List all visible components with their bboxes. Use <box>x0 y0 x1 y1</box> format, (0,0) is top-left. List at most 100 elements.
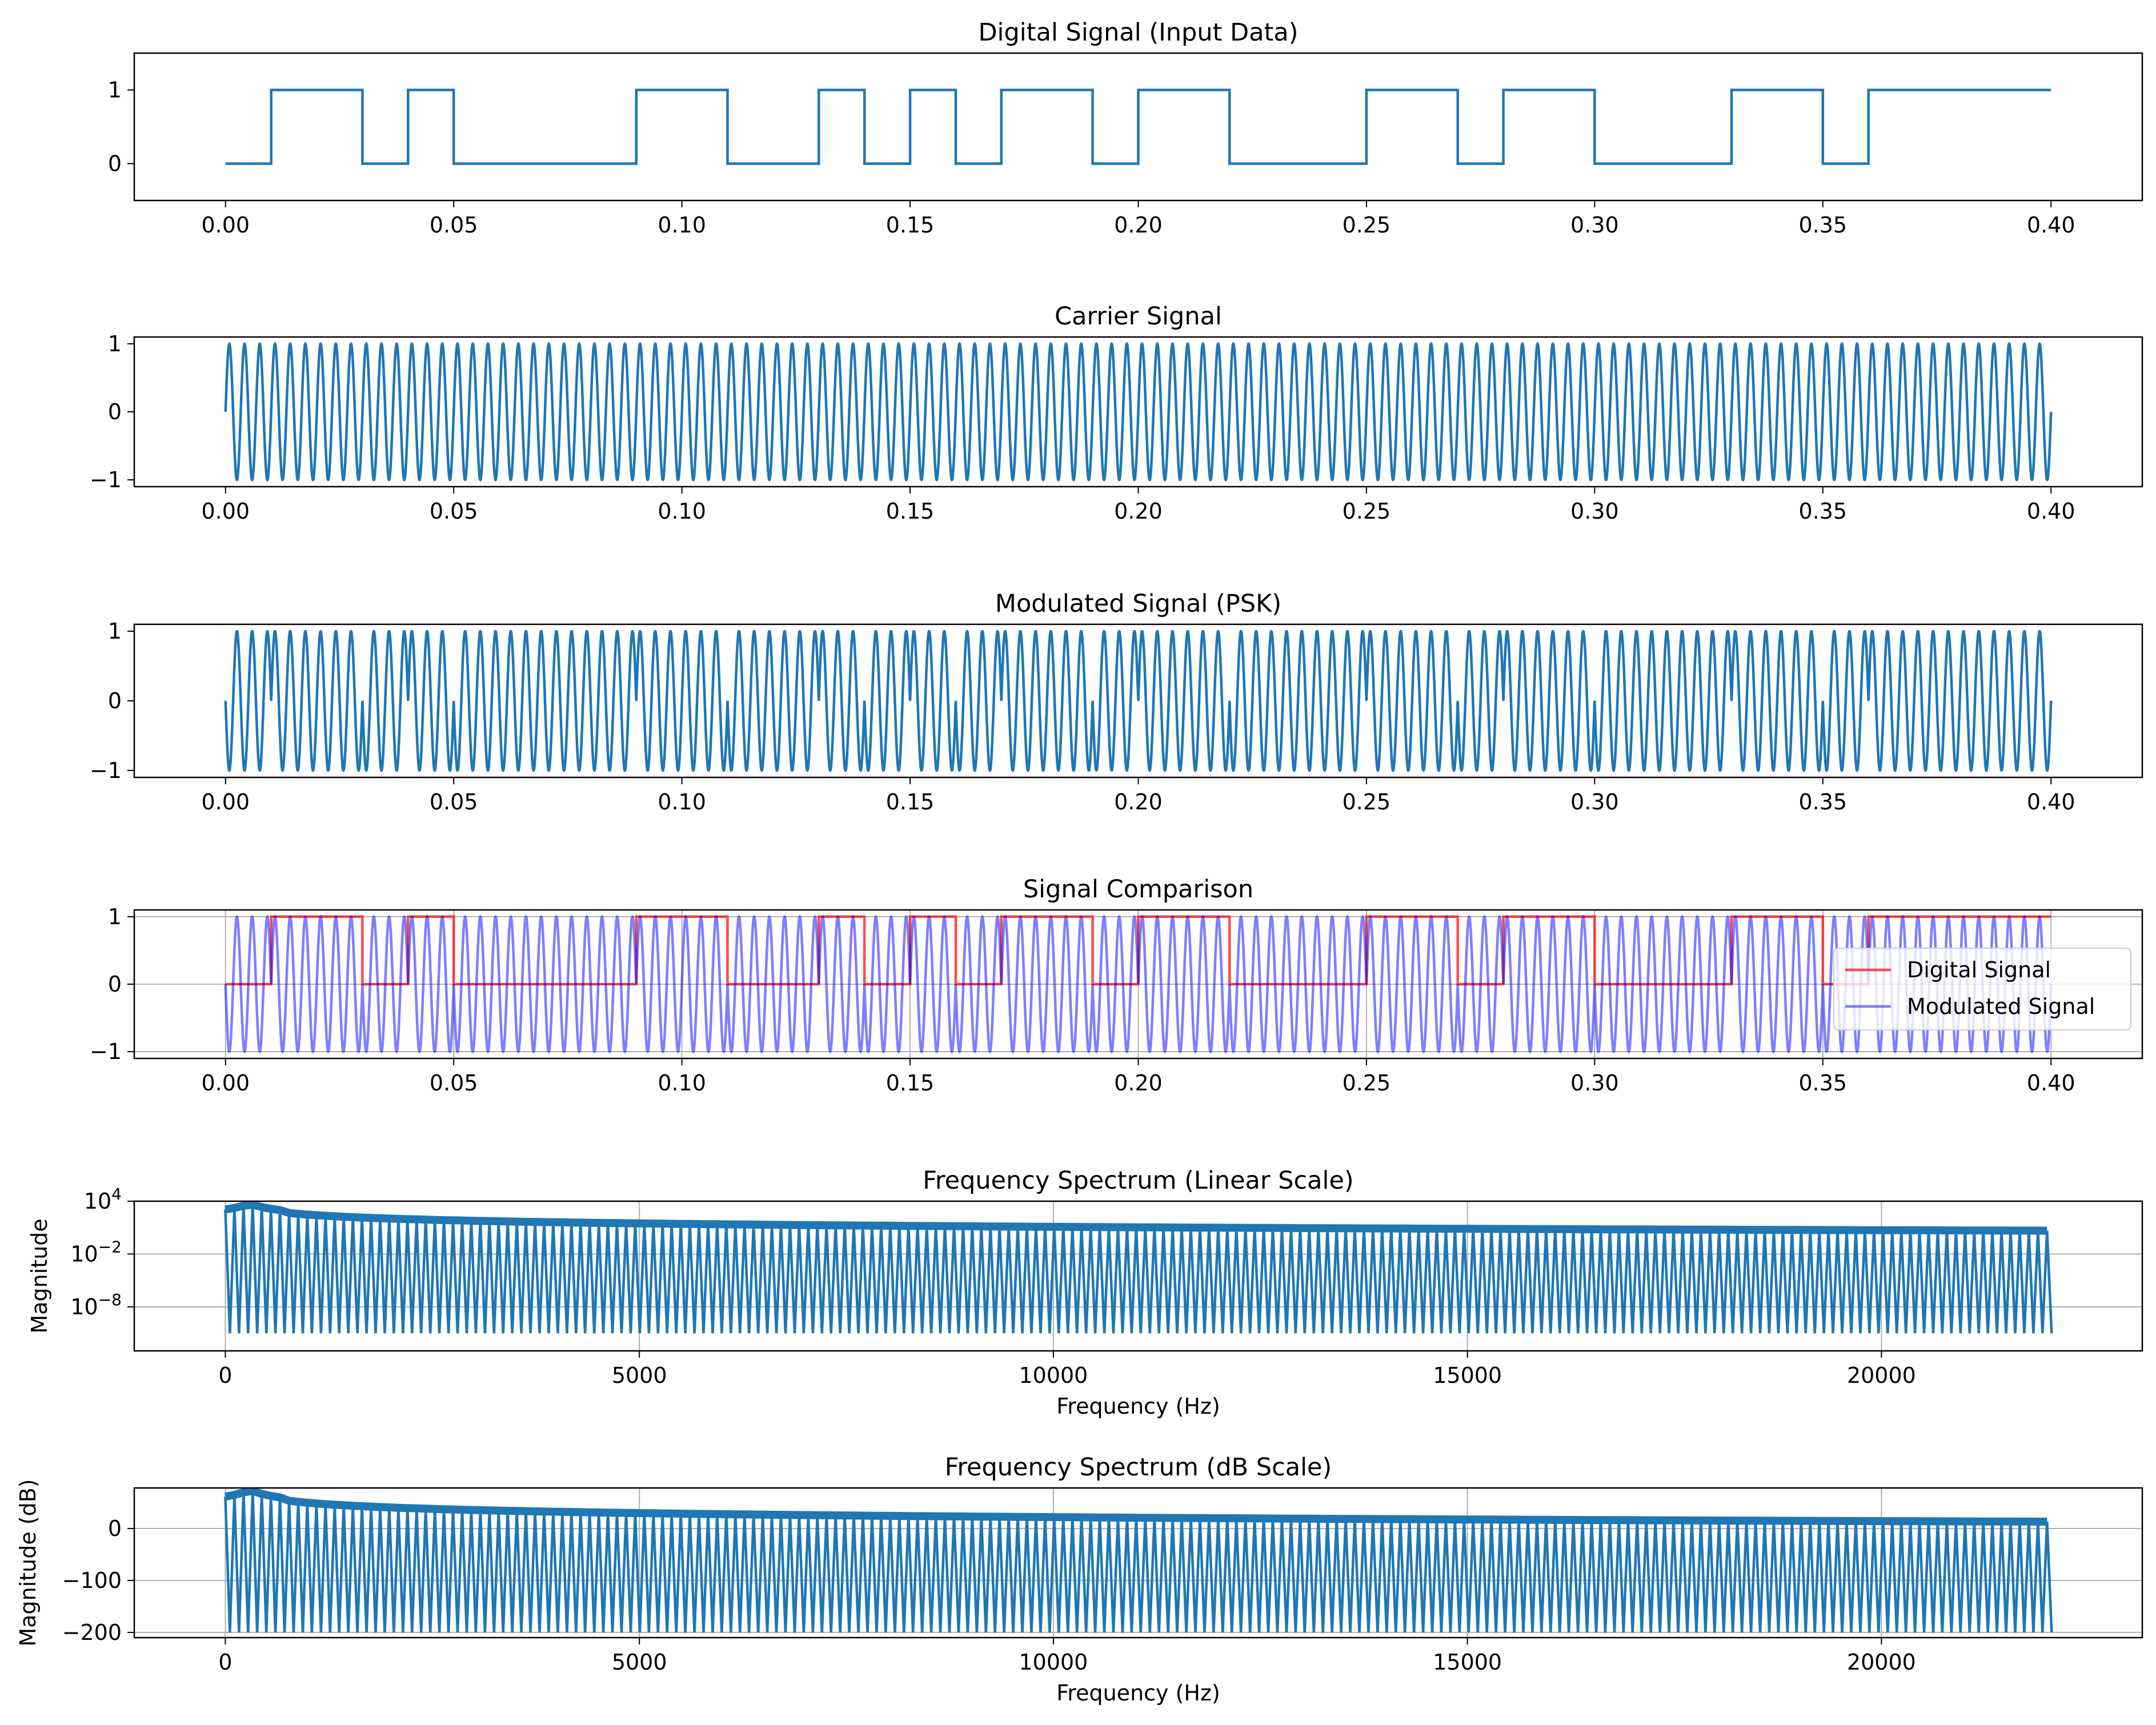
spectrum-line <box>224 1491 2053 1632</box>
y-tick-label: −1 <box>90 1039 122 1064</box>
x-tick-label: 0.15 <box>886 212 935 238</box>
y-tick-label: 1 <box>108 619 122 644</box>
subplot-title: Carrier Signal <box>1055 302 1222 331</box>
x-tick-label: 0.40 <box>2027 1070 2075 1096</box>
x-tick-label: 0.30 <box>1570 789 1619 815</box>
plot-area <box>224 1201 2053 1334</box>
y-tick-label: 0 <box>108 151 122 176</box>
x-tick-label: 0.30 <box>1570 1070 1619 1096</box>
x-tick-label: 0.15 <box>886 1070 935 1096</box>
y-tick-label: −1 <box>90 758 122 783</box>
x-tick-label: 0.40 <box>2027 499 2075 524</box>
subplot-title: Frequency Spectrum (dB Scale) <box>945 1453 1332 1482</box>
x-tick-label: 0.35 <box>1798 212 1847 238</box>
x-tick-label: 0.25 <box>1343 212 1391 238</box>
spectrum-envelope <box>225 1201 2047 1235</box>
x-tick-label: 0.20 <box>1114 1070 1163 1096</box>
y-axis-label: Magnitude <box>27 1218 52 1333</box>
x-axis-label: Frequency (Hz) <box>1056 1394 1220 1419</box>
plot-area <box>224 914 2053 1054</box>
subplot-1: Digital Signal (Input Data) 0.00 0.05 0.10 0… <box>108 18 2143 238</box>
subplot-title: Digital Signal (Input Data) <box>978 18 1298 47</box>
x-tick-label: 20000 <box>1847 1650 1916 1675</box>
x-tick-label: 0.20 <box>1114 212 1163 238</box>
x-tick-label: 0.10 <box>658 789 706 815</box>
modulated-signal-line <box>224 914 2053 1054</box>
x-tick-label: 0.05 <box>430 789 478 815</box>
x-tick-label: 0.10 <box>658 499 706 524</box>
subplot-title: Signal Comparison <box>1023 875 1253 904</box>
x-tick-label: 10000 <box>1019 1650 1088 1675</box>
y-tick-label: 0 <box>108 399 122 424</box>
y-tick-label: 104 <box>84 1185 122 1214</box>
legend-label: Digital Signal <box>1907 957 2051 982</box>
x-tick-label: 0.40 <box>2027 212 2075 238</box>
x-tick-label: 20000 <box>1847 1363 1916 1388</box>
axes-frame <box>133 1487 2143 1639</box>
x-tick-label: 0.35 <box>1798 789 1847 815</box>
x-tick-label: 5000 <box>612 1650 667 1675</box>
x-tick-label: 0.20 <box>1114 499 1163 524</box>
y-tick-label: 1 <box>108 904 122 929</box>
axes-frame <box>133 623 2143 779</box>
x-tick-label: 0.05 <box>430 1070 478 1096</box>
x-tick-label: 0.05 <box>430 499 478 524</box>
x-tick-label: 0.30 <box>1570 212 1619 238</box>
axes-frame <box>133 336 2143 488</box>
spectrum-line <box>224 1204 2053 1334</box>
x-tick-label: 0.25 <box>1343 499 1391 524</box>
x-tick-label: 0.25 <box>1343 1070 1391 1096</box>
plot-area <box>224 629 2053 772</box>
x-tick-label: 5000 <box>612 1363 667 1388</box>
x-tick-label: 0.10 <box>658 212 706 238</box>
x-tick-label: 0.30 <box>1570 499 1619 524</box>
y-tick-label: −200 <box>62 1620 122 1645</box>
digital-signal-line <box>225 89 2051 165</box>
legend: Digital Signal Modulated Signal <box>1833 948 2131 1030</box>
y-tick-label: 0 <box>108 1516 122 1541</box>
modulated-signal-line <box>224 629 2053 772</box>
x-tick-label: 0.15 <box>886 499 935 524</box>
x-tick-label: 0.15 <box>886 789 935 815</box>
x-tick-label: 0.00 <box>201 212 250 238</box>
subplot-5: Frequency Spectrum (Linear Scale) 0 5000 10… <box>27 1166 2143 1419</box>
x-tick-label: 0.00 <box>201 1070 250 1096</box>
x-tick-label: 0.35 <box>1798 499 1847 524</box>
legend-box <box>1833 948 2131 1030</box>
axes-frame <box>133 1200 2143 1352</box>
subplot-6: Frequency Spectrum (dB Scale) 0 5000 10000 1… <box>15 1453 2143 1706</box>
axes-frame <box>133 52 2143 202</box>
y-tick-label: 0 <box>108 972 122 997</box>
y-tick-label: 10−2 <box>70 1237 122 1267</box>
x-tick-label: 15000 <box>1433 1363 1502 1388</box>
subplot-3: Modulated Signal (PSK) 0.00 0.05 0.10 0.15 0.… <box>90 589 2143 815</box>
subplot-title: Modulated Signal (PSK) <box>995 589 1281 618</box>
subplot-title: Frequency Spectrum (Linear Scale) <box>923 1166 1353 1195</box>
y-tick-label: 1 <box>108 78 122 103</box>
x-tick-label: 0.40 <box>2027 789 2075 815</box>
plot-area <box>224 342 2053 482</box>
y-tick-label: 1 <box>108 331 122 356</box>
x-tick-label: 0.05 <box>430 212 478 238</box>
plot-area <box>225 89 2051 165</box>
y-tick-label: 10−8 <box>70 1290 122 1319</box>
y-tick-label: −1 <box>90 467 122 492</box>
x-tick-label: 0.00 <box>201 499 250 524</box>
x-tick-label: 0 <box>218 1363 232 1388</box>
x-tick-label: 0 <box>218 1650 232 1675</box>
plot-area <box>224 1488 2053 1632</box>
carrier-signal-line <box>224 342 2053 482</box>
y-tick-label: 0 <box>108 688 122 713</box>
x-tick-label: 0.10 <box>658 1070 706 1096</box>
x-tick-label: 0.20 <box>1114 789 1163 815</box>
legend-label: Modulated Signal <box>1907 994 2095 1019</box>
spectrum-envelope <box>225 1488 2047 1526</box>
x-axis-label: Frequency (Hz) <box>1056 1680 1220 1706</box>
x-tick-label: 10000 <box>1019 1363 1088 1388</box>
x-tick-label: 0.00 <box>201 789 250 815</box>
x-tick-label: 0.25 <box>1343 789 1391 815</box>
subplot-4: Signal Comparison 0.00 0.05 0.10 0.15 0.20 0.2… <box>90 875 2143 1096</box>
x-tick-label: 0.35 <box>1798 1070 1847 1096</box>
y-axis-label: Magnitude (dB) <box>15 1479 41 1646</box>
